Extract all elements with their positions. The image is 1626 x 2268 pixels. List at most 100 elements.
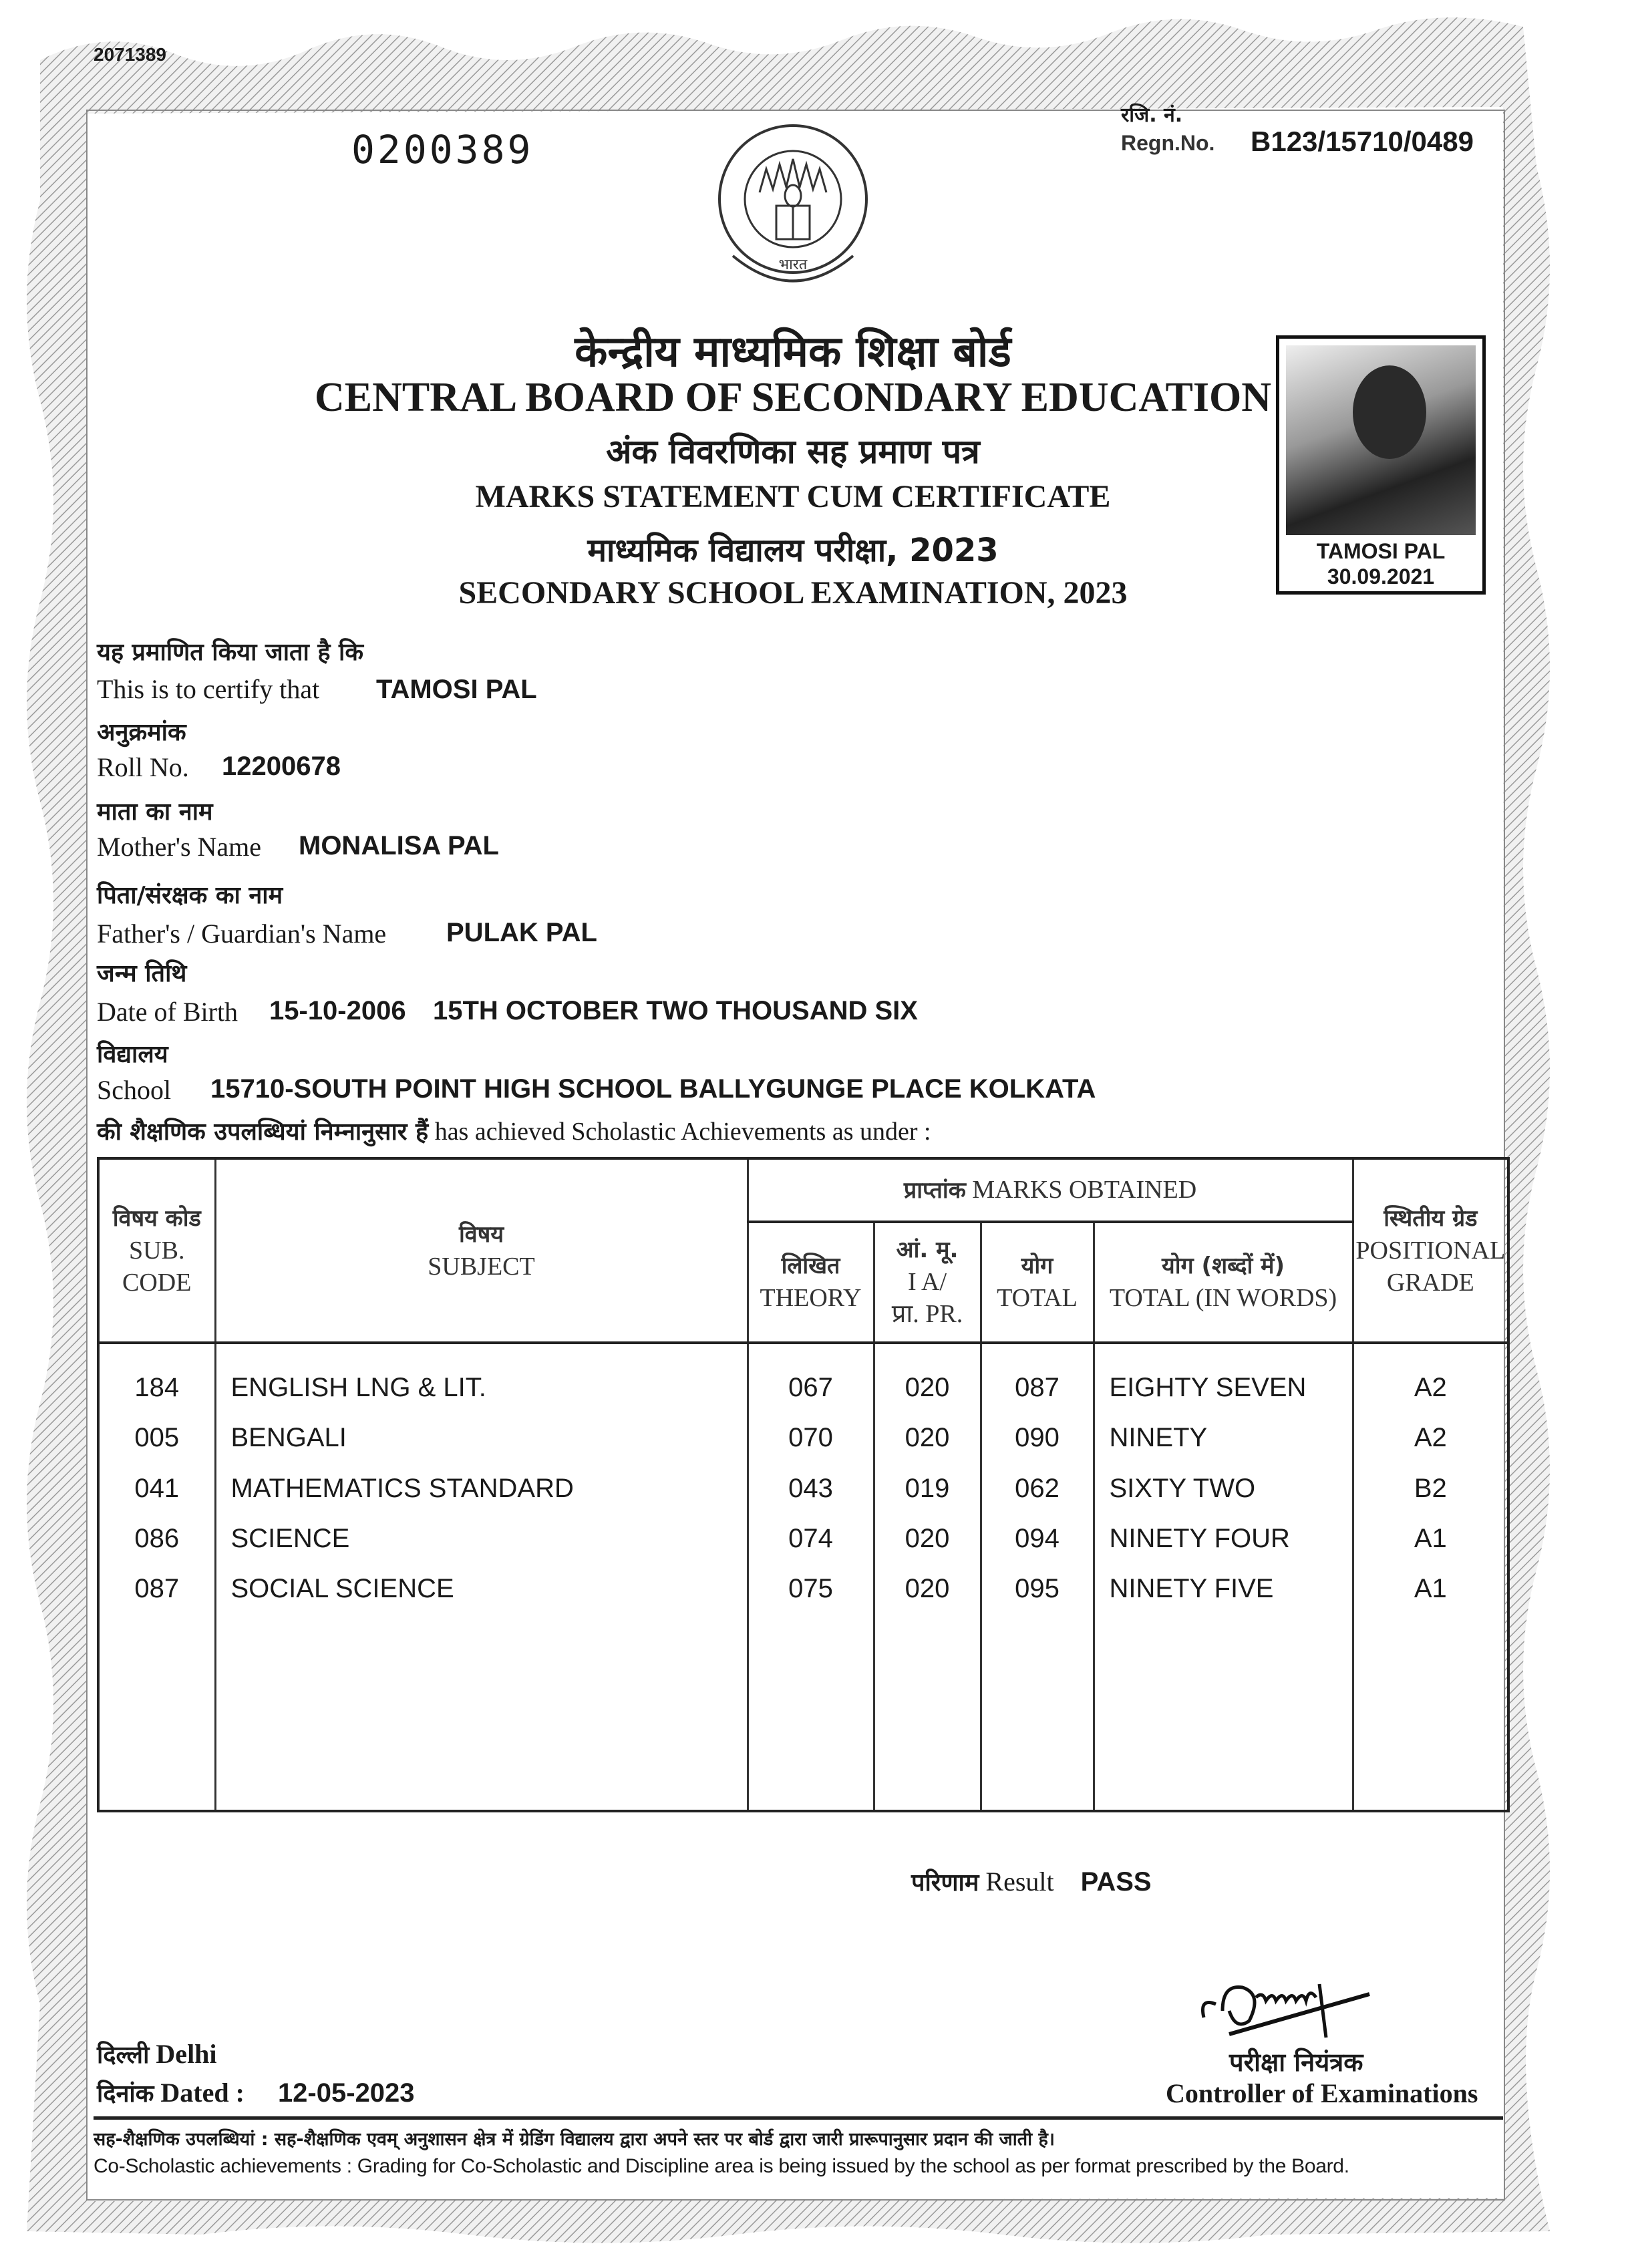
roll-label: Roll No. (97, 752, 189, 782)
school-label: School (97, 1075, 172, 1105)
header-subject: विषय SUBJECT (214, 1158, 749, 1344)
cell-total: 087 (979, 1342, 1095, 1414)
footer-note-hindi: सह-शैक्षणिक उपलब्धियां : सह-शैक्षणिक एवम… (94, 2129, 1055, 2150)
cell-grade: A2 (1351, 1413, 1510, 1464)
table-blank-area (97, 1614, 1510, 1811)
date-value: 12-05-2023 (277, 2078, 415, 2108)
document-number: 0200389 (351, 127, 534, 172)
student-photo (1286, 345, 1476, 535)
cell-grade: A2 (1351, 1342, 1510, 1414)
cell-subject: BENGALI (214, 1413, 749, 1464)
cell-code: 087 (97, 1563, 216, 1615)
cell-total: 094 (979, 1513, 1095, 1564)
controller-title: Controller of Examinations (1166, 2078, 1478, 2108)
header-total-words: योग (शब्दों में) TOTAL (IN WORDS) (1092, 1221, 1354, 1344)
table-row: 184 ENGLISH LNG & LIT. 067 020 087 EIGHTY SEV… (97, 1342, 1510, 1414)
mother-hindi: माता का नाम (97, 798, 213, 826)
dob-value: 15-10-2006 (269, 996, 406, 1025)
dated: दिनांक Dated : 12-05-2023 (97, 2078, 415, 2108)
footer-note: Co-Scholastic achievements : Grading for… (94, 2155, 1349, 2177)
mother-label: Mother's Name (97, 832, 262, 862)
cell-theory: 043 (746, 1463, 875, 1514)
controller-signature (1201, 1983, 1370, 2038)
cell-ia: 020 (872, 1513, 982, 1564)
school-hindi: विद्यालय (97, 1041, 168, 1068)
cell-total: 090 (979, 1413, 1095, 1464)
cell-theory: 067 (746, 1342, 875, 1414)
father-label: Father's / Guardian's Name (97, 919, 387, 949)
cell-subject: MATHEMATICS STANDARD (214, 1463, 749, 1514)
regn-label: Regn.No. (1121, 131, 1215, 155)
achievement-hindi: की शैक्षणिक उपलब्धियां निम्नानुसार हैं (97, 1118, 429, 1146)
roll-number: 12200678 (222, 752, 341, 781)
dob-hindi: जन्म तिथि (97, 960, 187, 987)
emblem-text: भारत (779, 257, 808, 273)
cell-theory: 075 (746, 1563, 875, 1615)
cell-grade: A1 (1351, 1563, 1510, 1615)
achievement-english: has achieved Scholastic Achievements as … (434, 1118, 931, 1146)
dob-label: Date of Birth (97, 997, 238, 1027)
table-row: 041 MATHEMATICS STANDARD 043 019 062 SIXTY TW… (97, 1463, 1510, 1514)
header-total: योग TOTAL (979, 1221, 1095, 1344)
cbse-emblem-logo: भारत (718, 124, 868, 283)
student-photo-box: TAMOSI PAL 30.09.2021 (1276, 335, 1486, 595)
school-name: 15710-SOUTH POINT HIGH SCHOOL BALLYGUNGE… (210, 1074, 1096, 1104)
dob-words: 15TH OCTOBER TWO THOUSAND SIX (433, 996, 918, 1025)
cell-words: NINETY (1092, 1413, 1354, 1464)
controller-hindi: परीक्षा नियंत्रक (1229, 2048, 1363, 2077)
certify-label: This is to certify that (97, 674, 320, 704)
table-row: 087 SOCIAL SCIENCE 075 020 095 NINETY FIVE A1 (97, 1563, 1510, 1615)
cell-theory: 070 (746, 1413, 875, 1464)
header-ia-pr: आं. मू. I A/प्रा. PR. (872, 1221, 982, 1344)
cell-theory: 074 (746, 1513, 875, 1564)
father-hindi: पिता/संरक्षक का नाम (97, 882, 283, 909)
photo-name: TAMOSI PAL (1316, 539, 1446, 563)
cell-ia: 019 (872, 1463, 982, 1514)
table-row: 086 SCIENCE 074 020 094 NINETY FOUR A1 (97, 1513, 1510, 1564)
header-theory: लिखित THEORY (746, 1221, 875, 1344)
exam-name: SECONDARY SCHOOL EXAMINATION, 2023 (458, 575, 1128, 611)
roll-hindi: अनुक्रमांक (97, 719, 186, 746)
cell-total: 062 (979, 1463, 1095, 1514)
cell-ia: 020 (872, 1563, 982, 1615)
student-name: TAMOSI PAL (376, 675, 537, 704)
result-label-hindi: परिणाम (911, 1869, 979, 1897)
cell-words: NINETY FIVE (1092, 1563, 1354, 1615)
marks-table: विषय कोड SUB. CODE विषय SUBJECT प्राप्ता… (97, 1157, 1510, 1812)
result-value: PASS (1080, 1867, 1152, 1897)
cell-code: 041 (97, 1463, 216, 1514)
cell-subject: ENGLISH LNG & LIT. (214, 1342, 749, 1414)
cell-grade: A1 (1351, 1513, 1510, 1564)
serial-number: 2071389 (94, 44, 167, 65)
cell-total: 095 (979, 1563, 1095, 1615)
regn-number: B123/15710/0489 (1251, 126, 1474, 157)
cell-code: 086 (97, 1513, 216, 1564)
cell-words: SIXTY TWO (1092, 1463, 1354, 1514)
photo-date: 30.09.2021 (1327, 564, 1435, 589)
cell-code: 005 (97, 1413, 216, 1464)
document-type-hindi: अंक विवरणिका सह प्रमाण पत्र (606, 432, 980, 471)
result-line: परिणाम Result PASS (911, 1865, 1152, 1898)
place: दिल्ली Delhi (97, 2039, 217, 2069)
father-name: PULAK PAL (446, 918, 597, 947)
cell-ia: 020 (872, 1342, 982, 1414)
table-row: 005 BENGALI 070 020 090 NINETY A2 (97, 1413, 1510, 1464)
cell-subject: SOCIAL SCIENCE (214, 1563, 749, 1615)
mother-name: MONALISA PAL (299, 831, 499, 860)
cell-words: EIGHTY SEVEN (1092, 1342, 1354, 1414)
certify-hindi: यह प्रमाणित किया जाता है कि (97, 639, 364, 666)
cell-words: NINETY FOUR (1092, 1513, 1354, 1564)
document-type: MARKS STATEMENT CUM CERTIFICATE (475, 479, 1111, 514)
cell-ia: 020 (872, 1413, 982, 1464)
regn-label-hindi: रजि. नं. (1121, 104, 1183, 127)
result-label: Result (985, 1867, 1054, 1897)
header-marks-obtained: प्राप्तांक MARKS OBTAINED (746, 1158, 1354, 1223)
achievement-line: की शैक्षणिक उपलब्धियां निम्नानुसार हैं h… (97, 1114, 931, 1147)
footer-divider (94, 2116, 1503, 2120)
board-name-hindi: केन्द्रीय माध्यमिक शिक्षा बोर्ड (575, 327, 1011, 377)
header-positional-grade: स्थितीय ग्रेड POSITIONAL GRADE (1351, 1158, 1510, 1344)
cell-code: 184 (97, 1342, 216, 1414)
header-sub-code: विषय कोड SUB. CODE (97, 1158, 216, 1344)
board-name: CENTRAL BOARD OF SECONDARY EDUCATION (315, 375, 1271, 420)
